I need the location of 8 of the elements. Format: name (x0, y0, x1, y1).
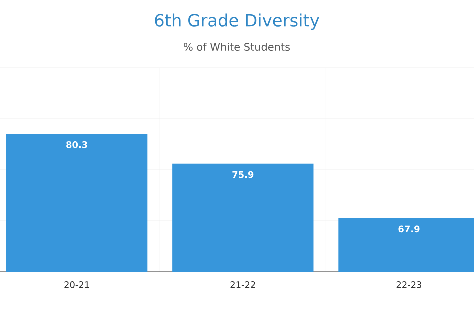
data-label: 75.9 (232, 171, 254, 178)
x-tick-label: 20-21 (64, 282, 90, 288)
data-label: 67.9 (398, 226, 420, 233)
data-label: 80.3 (66, 141, 88, 148)
chart-title: 6th Grade Diversity (155, 14, 320, 30)
x-tick-label: 21-22 (230, 282, 256, 288)
chart-subtitle: % of White Students (184, 42, 290, 52)
x-tick-label: 22-23 (396, 282, 422, 288)
